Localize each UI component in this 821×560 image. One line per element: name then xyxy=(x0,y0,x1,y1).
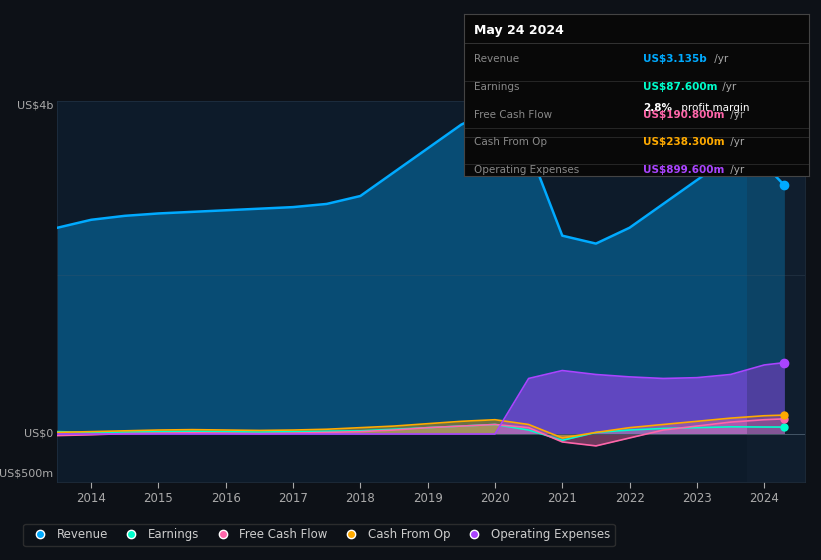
Text: profit margin: profit margin xyxy=(677,103,749,113)
Text: May 24 2024: May 24 2024 xyxy=(475,24,564,37)
Text: /yr: /yr xyxy=(712,54,729,64)
Text: Revenue: Revenue xyxy=(475,54,520,64)
Text: /yr: /yr xyxy=(727,165,744,175)
Text: US$899.600m: US$899.600m xyxy=(643,165,725,175)
Text: US$0: US$0 xyxy=(25,429,53,439)
Text: US$190.800m: US$190.800m xyxy=(643,110,725,120)
Text: Cash From Op: Cash From Op xyxy=(475,137,548,147)
Text: /yr: /yr xyxy=(719,82,736,92)
Text: US$4b: US$4b xyxy=(17,101,53,111)
Text: US$3.135b: US$3.135b xyxy=(643,54,707,64)
Text: /yr: /yr xyxy=(727,137,744,147)
Legend: Revenue, Earnings, Free Cash Flow, Cash From Op, Operating Expenses: Revenue, Earnings, Free Cash Flow, Cash … xyxy=(23,524,615,546)
Text: US$87.600m: US$87.600m xyxy=(643,82,718,92)
Text: US$238.300m: US$238.300m xyxy=(643,137,725,147)
Bar xyxy=(747,101,805,482)
Text: Earnings: Earnings xyxy=(475,82,520,92)
Text: /yr: /yr xyxy=(727,110,744,120)
Text: Free Cash Flow: Free Cash Flow xyxy=(475,110,553,120)
Text: 2.8%: 2.8% xyxy=(643,103,672,113)
Text: -US$500m: -US$500m xyxy=(0,469,53,479)
Text: Operating Expenses: Operating Expenses xyxy=(475,165,580,175)
